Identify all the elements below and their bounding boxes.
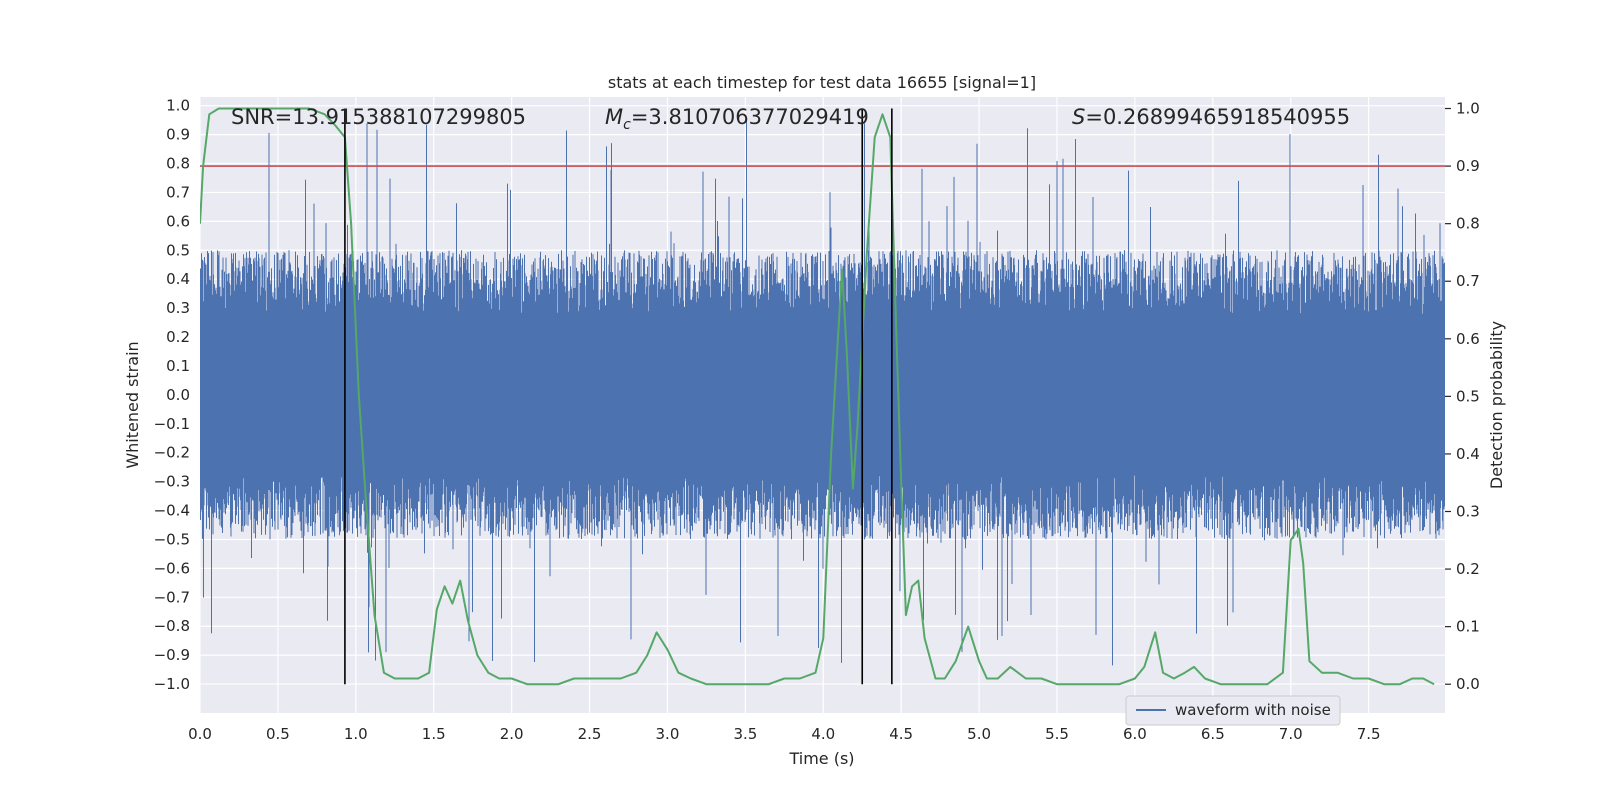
legend-box [1125,695,1341,726]
y2-tick-label: 0.6 [1456,330,1480,348]
y-tick-label: 0.7 [166,183,190,201]
y2-tick-label: 0.7 [1456,272,1480,290]
x-tick-label: 4.5 [889,725,913,743]
probability-line [200,107,1435,686]
y-axis-ticks: 1.0 0.9 0.8 0.7 0.6 0.5 0.4 0.3 0.2 0.1 0.0 −0.1 −0.… [154,97,190,693]
y2-tick-label: 1.0 [1456,100,1480,118]
x-tick-label: 3.0 [656,725,680,743]
y-tick-label: 0.0 [166,386,190,404]
y-tick-label: 0.6 [166,212,190,230]
x-tick-label: 5.5 [1045,725,1069,743]
y2-tick-label: 0.3 [1456,503,1480,521]
y2-tick-label: 0.2 [1456,560,1480,578]
legend: waveform with noise [1125,695,1341,726]
chart-title: stats at each timestep for test data 166… [608,73,1036,92]
x-tick-label: 5.0 [967,725,991,743]
y-tick-label: 0.1 [166,357,190,375]
probability-series [200,107,1445,686]
y2-tick-label: 0.0 [1456,675,1480,693]
s-annotation: S=0.26899465918540955 [1072,105,1350,129]
y2-axis-label: Detection probability [1487,321,1506,489]
s-symbol: S [1072,105,1085,129]
y-tick-label: −0.9 [154,646,190,664]
x-axis-label: Time (s) [788,749,854,768]
y-tick-label: 0.3 [166,299,190,317]
y-axis-label: Whitened strain [123,341,142,468]
s-value: =0.26899465918540955 [1085,105,1350,129]
chirp-mass-value: =3.810706377029419 [631,105,869,129]
x-tick-label: 1.0 [344,725,368,743]
chirp-mass-subscript: c [623,117,631,133]
y-tick-label: 0.4 [166,270,190,288]
y2-axis-ticks: 1.0 0.9 0.8 0.7 0.6 0.5 0.4 0.3 0.2 0.1 0.0 [1445,100,1480,693]
x-tick-label: 2.0 [500,725,524,743]
snr-annotation: SNR=13.915388107299805 [231,105,526,129]
y-tick-label: 0.9 [166,126,190,144]
x-tick-label: 7.5 [1357,725,1381,743]
y-tick-label: 0.8 [166,155,190,173]
y-tick-label: −0.1 [154,415,190,433]
y-tick-label: −0.3 [154,473,190,491]
vertical-markers [344,108,893,685]
x-tick-label: 2.5 [578,725,602,743]
y-tick-label: −0.5 [154,530,190,548]
x-axis-ticks: 0.0 0.5 1.0 1.5 2.0 2.5 3.0 3.5 4.0 4.5 5.0 5.5 6.0 6… [188,725,1381,743]
y-tick-label: −0.6 [154,559,190,577]
x-tick-label: 1.5 [422,725,446,743]
x-tick-label: 6.5 [1201,725,1225,743]
legend-label: waveform with noise [1175,701,1331,719]
chirp-mass-annotation: Mc=3.810706377029419 [605,105,869,133]
y-tick-label: −0.4 [154,502,190,520]
y2-tick-label: 0.5 [1456,387,1480,405]
y-tick-label: −0.8 [154,617,190,635]
x-tick-label: 7.0 [1279,725,1303,743]
x-tick-label: 0.5 [266,725,290,743]
x-tick-label: 3.5 [733,725,757,743]
y-tick-label: 0.5 [166,241,190,259]
y-tick-label: −0.7 [154,588,190,606]
y-tick-label: 1.0 [166,97,190,115]
x-tick-label: 4.0 [811,725,835,743]
x-tick-label: 6.0 [1123,725,1147,743]
y-tick-label: −0.2 [154,444,190,462]
y-tick-label: 0.2 [166,328,190,346]
y2-tick-label: 0.4 [1456,445,1480,463]
chirp-mass-symbol: M [605,105,623,129]
y-tick-label: −1.0 [154,675,190,693]
y2-tick-label: 0.1 [1456,618,1480,636]
y2-tick-label: 0.9 [1456,157,1480,175]
x-tick-label: 0.0 [188,725,212,743]
y2-tick-label: 0.8 [1456,215,1480,233]
